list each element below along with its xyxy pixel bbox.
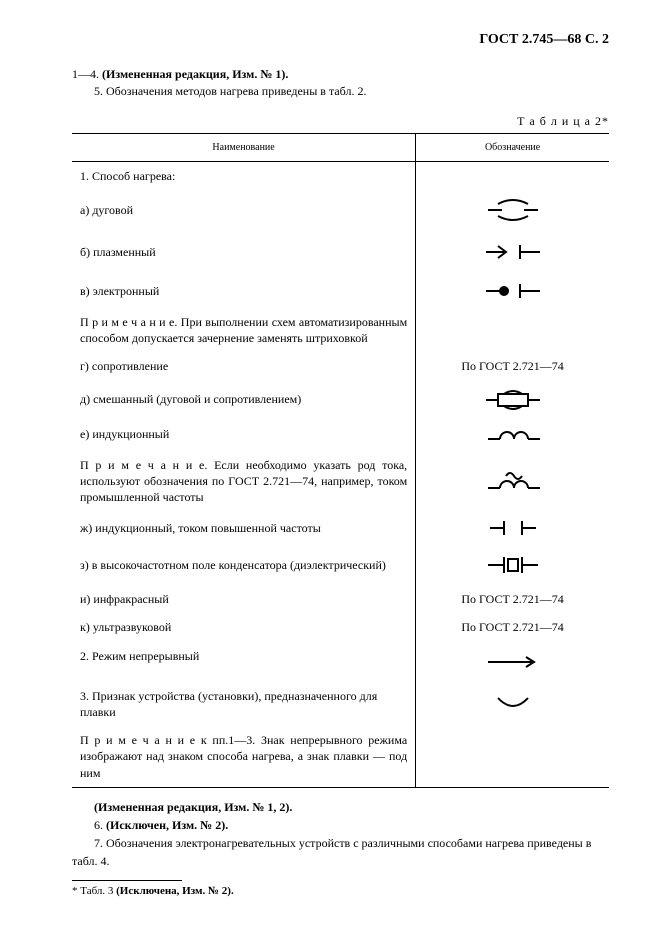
intro-line-1-prefix: 1—4. bbox=[72, 67, 102, 81]
cell-r1e: е) индукционный bbox=[72, 419, 416, 451]
cell-r1g-sym: По ГОСТ 2.721—74 bbox=[416, 352, 609, 380]
electron-heating-icon bbox=[478, 280, 548, 302]
table-2: Наименование Обозначение 1. Способ нагре… bbox=[72, 133, 609, 788]
arc-heating-icon bbox=[478, 196, 548, 224]
induction-heating-icon bbox=[478, 425, 548, 445]
cell-r2-sym bbox=[416, 642, 609, 682]
cell-r1k: к) ультразвуковой bbox=[72, 613, 416, 641]
cell-r1zh: ж) индукционный, током повышенной частот… bbox=[72, 511, 416, 545]
page: ГОСТ 2.745—68 С. 2 1—4. (Измененная реда… bbox=[0, 0, 661, 936]
melting-sign-icon bbox=[478, 694, 548, 714]
table-row: з) в высокочастотном поле конденсатора (… bbox=[72, 545, 609, 585]
page-header: ГОСТ 2.745—68 С. 2 bbox=[72, 32, 609, 48]
cell-r1b: б) плазменный bbox=[72, 230, 416, 274]
after-line-2: 6. (Исключен, Изм. № 2). bbox=[72, 816, 609, 834]
cell-r1b-sym bbox=[416, 230, 609, 274]
cell-r1i: и) инфракрасный bbox=[72, 585, 416, 613]
table-row: 2. Режим непрерывный bbox=[72, 642, 609, 682]
table-row: б) плазменный bbox=[72, 230, 609, 274]
intro-block: 1—4. (Измененная редакция, Изм. № 1). 5.… bbox=[72, 66, 609, 100]
intro-line-1: 1—4. (Измененная редакция, Изм. № 1). bbox=[72, 66, 609, 83]
cell-r1g: г) сопротивление bbox=[72, 352, 416, 380]
plasma-heating-icon bbox=[478, 241, 548, 263]
table-row: к) ультразвуковой По ГОСТ 2.721—74 bbox=[72, 613, 609, 641]
cell-r1a: а) дуговой bbox=[72, 190, 416, 230]
footnote-bold: (Исключена, Изм. № 2). bbox=[116, 885, 234, 897]
after-line-3: 7. Обозначения электронагревательных уст… bbox=[72, 834, 609, 870]
table-row: и) инфракрасный По ГОСТ 2.721—74 bbox=[72, 585, 609, 613]
continuous-mode-icon bbox=[478, 654, 548, 670]
table-row: г) сопротивление По ГОСТ 2.721—74 bbox=[72, 352, 609, 380]
table-row: 1. Способ нагрева: bbox=[72, 161, 609, 190]
cell-r1v-sym bbox=[416, 274, 609, 308]
table-row: в) электронный bbox=[72, 274, 609, 308]
intro-line-2: 5. Обозначения методов нагрева приведены… bbox=[72, 83, 609, 100]
cell-r1d: д) смешанный (дуговой и сопротивлением) bbox=[72, 381, 416, 419]
table-row: П р и м е ч а н и е. При выполнении схем… bbox=[72, 308, 609, 352]
cell-r1a-sym bbox=[416, 190, 609, 230]
after-line-2-prefix: 6. bbox=[94, 818, 106, 832]
cell-r2: 2. Режим непрерывный bbox=[72, 642, 416, 682]
cell-r1-sym bbox=[416, 161, 609, 190]
cell-note-v: П р и м е ч а н и е. При выполнении схем… bbox=[72, 308, 416, 352]
cell-r1d-sym bbox=[416, 381, 609, 419]
table-row: 3. Признак устройства (установки), предн… bbox=[72, 682, 609, 726]
after-line-1: (Измененная редакция, Изм. № 1, 2). bbox=[72, 798, 609, 816]
cell-r3: 3. Признак устройства (установки), предн… bbox=[72, 682, 416, 726]
table-row: е) индукционный bbox=[72, 419, 609, 451]
induction-mains-freq-icon bbox=[478, 468, 548, 494]
mixed-heating-icon bbox=[478, 387, 548, 413]
cell-note-e: П р и м е ч а н и е. Если необходимо ука… bbox=[72, 451, 416, 512]
after-table-block: (Измененная редакция, Изм. № 1, 2). 6. (… bbox=[72, 798, 609, 870]
induction-high-freq-icon bbox=[478, 517, 548, 539]
cell-r1zh-sym bbox=[416, 511, 609, 545]
table-label: Т а б л и ц а 2* bbox=[72, 114, 609, 129]
table-row: а) дуговой bbox=[72, 190, 609, 230]
table-row: П р и м е ч а н и е. Если необходимо ука… bbox=[72, 451, 609, 512]
cell-r1e-sym bbox=[416, 419, 609, 451]
table-header-row: Наименование Обозначение bbox=[72, 133, 609, 161]
col-name: Наименование bbox=[72, 133, 416, 161]
table-row: ж) индукционный, током повышенной частот… bbox=[72, 511, 609, 545]
dielectric-heating-icon bbox=[478, 552, 548, 578]
after-line-2-bold: (Исключен, Изм. № 2). bbox=[106, 818, 228, 832]
cell-r1v: в) электронный bbox=[72, 274, 416, 308]
cell-r1z: з) в высокочастотном поле конденсатора (… bbox=[72, 545, 416, 585]
cell-note-final-sym bbox=[416, 726, 609, 787]
footnote: * Табл. 3 (Исключена, Изм. № 2). bbox=[72, 885, 609, 897]
cell-note-v-sym bbox=[416, 308, 609, 352]
cell-r1i-sym: По ГОСТ 2.721—74 bbox=[416, 585, 609, 613]
table-row: П р и м е ч а н и е к пп.1—3. Знак непре… bbox=[72, 726, 609, 787]
cell-r1: 1. Способ нагрева: bbox=[72, 161, 416, 190]
intro-line-1-bold: (Измененная редакция, Изм. № 1). bbox=[102, 67, 288, 81]
cell-note-final: П р и м е ч а н и е к пп.1—3. Знак непре… bbox=[72, 726, 416, 787]
footnote-rule bbox=[72, 880, 182, 881]
cell-r3-sym bbox=[416, 682, 609, 726]
cell-r1k-sym: По ГОСТ 2.721—74 bbox=[416, 613, 609, 641]
cell-r1z-sym bbox=[416, 545, 609, 585]
cell-note-e-sym bbox=[416, 451, 609, 512]
col-sym: Обозначение bbox=[416, 133, 609, 161]
table-row: д) смешанный (дуговой и сопротивлением) bbox=[72, 381, 609, 419]
footnote-prefix: * Табл. 3 bbox=[72, 885, 116, 897]
